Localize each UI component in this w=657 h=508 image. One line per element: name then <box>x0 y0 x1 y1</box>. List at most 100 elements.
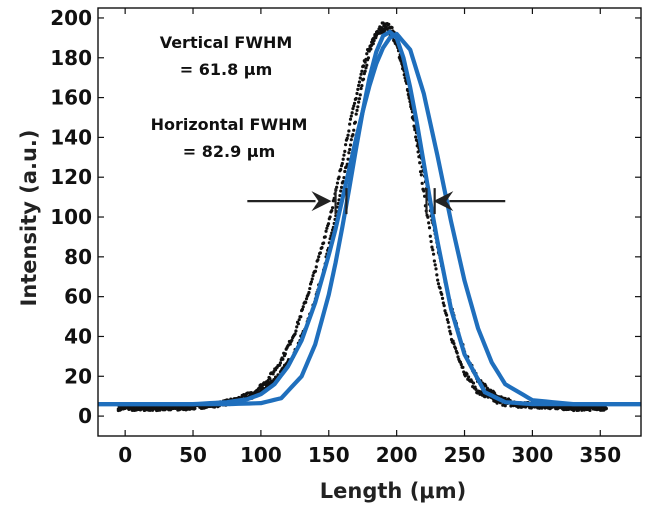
gaussian-fit-curve-2 <box>98 29 641 407</box>
data-point <box>342 153 346 157</box>
data-point <box>471 381 476 385</box>
data-point <box>433 263 437 267</box>
data-point <box>451 339 455 343</box>
data-point <box>260 386 264 390</box>
data-point <box>431 248 435 252</box>
data-point <box>322 241 326 245</box>
data-point <box>441 301 445 305</box>
data-point <box>342 175 346 180</box>
data-point <box>452 342 456 346</box>
data-point <box>307 290 311 295</box>
data-point <box>364 66 368 70</box>
gaussian-fit-curve-3 <box>98 31 641 407</box>
x-axis-title: Length (μm) <box>320 479 466 503</box>
data-point <box>357 100 361 104</box>
data-point <box>348 143 353 147</box>
y-tick-label: 80 <box>64 245 92 269</box>
data-point <box>381 21 385 25</box>
data-point <box>363 69 367 73</box>
data-point <box>311 274 315 278</box>
data-point <box>354 96 358 101</box>
data-point <box>418 161 422 165</box>
data-point <box>351 106 355 111</box>
data-point <box>304 300 308 304</box>
data-point <box>503 404 507 408</box>
data-point <box>324 229 328 233</box>
data-point <box>257 386 261 390</box>
y-tick-label: 120 <box>50 165 92 189</box>
data-point <box>358 93 362 97</box>
data-point <box>349 114 353 118</box>
data-point <box>415 144 419 148</box>
data-point <box>427 221 431 225</box>
data-point <box>346 133 350 137</box>
data-point <box>440 292 444 296</box>
data-point <box>442 304 446 308</box>
data-point <box>366 56 371 60</box>
data-point <box>600 408 604 412</box>
data-point <box>357 97 362 101</box>
data-point <box>356 105 360 109</box>
data-point <box>352 104 356 108</box>
data-point <box>431 252 436 256</box>
data-point <box>304 297 309 301</box>
data-point <box>356 87 360 91</box>
data-point <box>427 226 432 230</box>
y-tick-label: 180 <box>50 46 92 70</box>
data-point <box>294 329 298 333</box>
data-point <box>462 370 466 374</box>
data-point <box>447 325 451 329</box>
data-point <box>326 222 331 226</box>
data-point <box>438 286 442 290</box>
data-point <box>278 361 283 365</box>
data-point <box>436 282 441 286</box>
data-point <box>330 209 334 213</box>
data-point <box>355 108 359 112</box>
data-point <box>297 318 301 322</box>
data-point <box>352 128 356 132</box>
data-point <box>184 408 188 412</box>
data-point <box>387 22 391 26</box>
y-tick-label: 0 <box>78 404 92 428</box>
y-axis-title: Intensity (a.u.) <box>17 129 41 306</box>
data-point <box>359 86 363 91</box>
data-point <box>348 117 353 121</box>
vertical-fwhm-value: = 61.8 μm <box>180 60 272 79</box>
horizontal-fwhm-value: = 82.9 μm <box>183 142 275 161</box>
data-point <box>341 180 345 184</box>
data-point <box>271 372 275 376</box>
data-point <box>318 251 322 255</box>
data-point <box>367 47 371 51</box>
data-point <box>414 135 418 139</box>
data-point <box>459 362 463 367</box>
data-point <box>346 157 350 161</box>
data-point <box>373 33 377 37</box>
data-point <box>364 57 368 62</box>
data-point <box>339 185 344 189</box>
plot-area <box>98 21 641 413</box>
data-point <box>390 25 394 30</box>
data-point <box>347 129 351 133</box>
y-tick-label: 20 <box>64 364 92 388</box>
x-tick-label: 250 <box>444 443 486 467</box>
data-point <box>313 269 318 273</box>
data-point <box>348 147 352 152</box>
data-point <box>344 143 348 147</box>
data-point <box>461 365 465 369</box>
y-tick-label: 140 <box>50 125 92 149</box>
fwhm-indicators <box>247 188 506 215</box>
data-point <box>295 325 299 329</box>
data-point <box>360 84 364 88</box>
arrow-head <box>311 191 332 212</box>
data-point <box>350 111 354 115</box>
data-point <box>354 112 358 116</box>
x-tick-label: 200 <box>376 443 418 467</box>
data-point <box>453 346 458 351</box>
data-point <box>339 167 343 172</box>
data-point <box>325 226 329 230</box>
data-point <box>316 258 320 262</box>
tick-labels: 0 50 100 150 200 250 300 350 0 20 40 60 80 100 120 140 1… <box>50 6 621 467</box>
arrow-head <box>433 191 454 212</box>
data-point <box>293 332 297 336</box>
